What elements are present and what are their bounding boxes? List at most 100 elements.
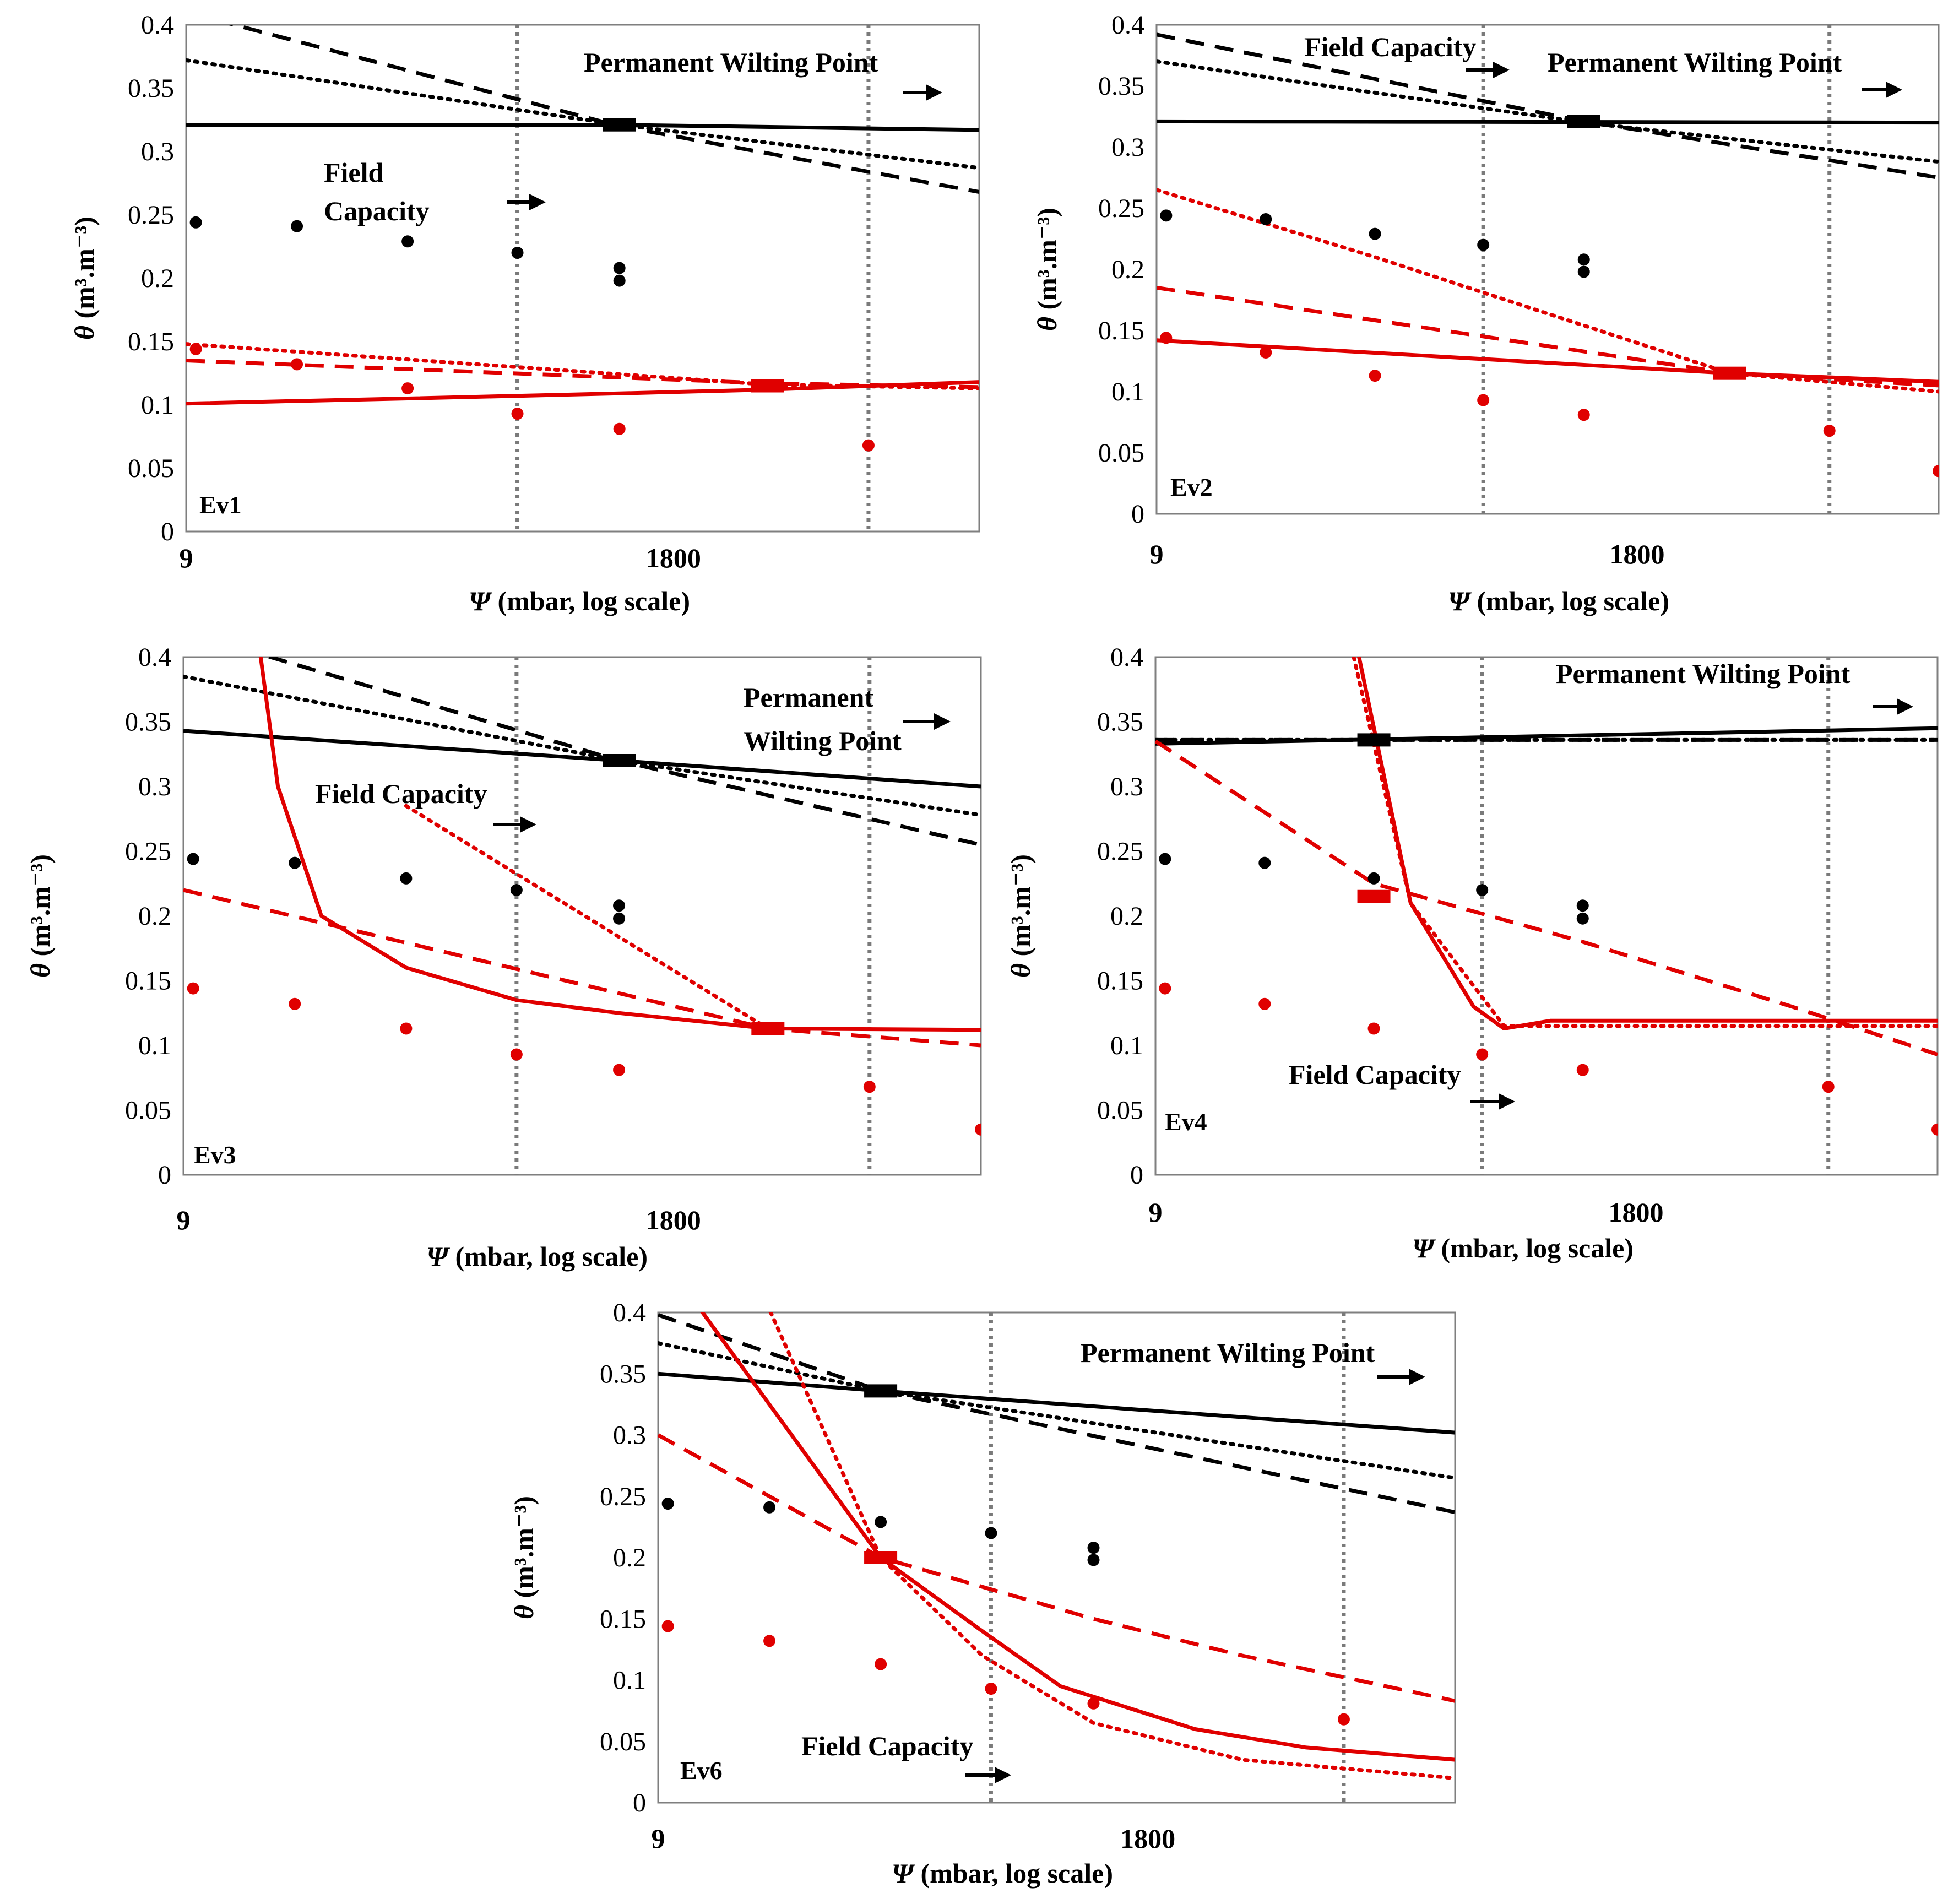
series-group [183, 657, 981, 1136]
red-observed-point [1933, 465, 1939, 478]
y-tick-label: 0.25 [128, 200, 174, 230]
black-observed-point [510, 884, 523, 896]
y-axis-label: θ (m³.m⁻³) [508, 1496, 539, 1619]
plot-area [1154, 656, 1939, 1176]
y-tick-label: 0.3 [141, 137, 174, 166]
y-tick-label: 0.4 [138, 643, 171, 672]
y-tick-label: 0.05 [1098, 438, 1144, 468]
x-tick-label: 9 [1150, 539, 1164, 569]
black-observed-point [1087, 1554, 1100, 1566]
series-group [658, 1312, 1455, 1780]
red-observed-point [1822, 1081, 1835, 1093]
black-fitted-marker [1567, 115, 1600, 128]
y-tick-label: 0.35 [1097, 708, 1143, 737]
permanent-wilting-point-label: Wilting Point [744, 725, 902, 756]
x-tick-label: 1800 [1120, 1823, 1175, 1854]
y-tick-label: 0 [633, 1788, 646, 1818]
red-observed-point [1260, 346, 1272, 359]
y-tick-label: 0.05 [125, 1096, 171, 1125]
black-fitted-marker [864, 1384, 898, 1398]
x-axis-label: Ψ (mbar, log scale) [1448, 585, 1669, 616]
y-tick-label: 0.15 [1097, 967, 1143, 996]
black-fitted-marker [603, 754, 636, 767]
panel-label: Ev4 [1165, 1108, 1207, 1136]
black-solid-series-line [1157, 119, 1939, 125]
black-observed-point [1367, 872, 1380, 885]
x-axis-label: Ψ (mbar, log scale) [892, 1858, 1113, 1889]
black-observed-point [613, 274, 626, 287]
y-tick-label: 0.05 [1097, 1096, 1143, 1125]
x-tick-label: 1800 [646, 543, 701, 573]
y-tick-label: 0 [161, 517, 174, 546]
black-observed-point [1159, 853, 1171, 865]
x-axis-symbol: Ψ [892, 1858, 916, 1889]
y-tick-label: 0.3 [1111, 133, 1144, 162]
panel-label: Ev6 [680, 1756, 723, 1784]
red-observed-point [1160, 332, 1173, 344]
y-tick-label: 0.15 [128, 327, 174, 356]
x-axis-text: (mbar, log scale) [914, 1858, 1113, 1889]
red-observed-point [511, 408, 524, 420]
permanent-wilting-point-label: Permanent Wilting Point [1556, 658, 1851, 689]
field-capacity-label: Field Capacity [1304, 31, 1476, 62]
y-tick-label: 0.15 [125, 967, 171, 996]
red-observed-point [613, 422, 626, 435]
x-tick-label: 9 [180, 543, 193, 573]
y-axis-text: (m³.m⁻³) [508, 1496, 539, 1605]
red-observed-point [1577, 409, 1590, 421]
red-observed-point [985, 1683, 997, 1695]
black-observed-point [1476, 884, 1489, 896]
black-observed-point [511, 247, 524, 259]
x-axis-text: (mbar, log scale) [448, 1241, 648, 1272]
red-fitted-marker [1713, 366, 1746, 380]
black-observed-point [613, 912, 626, 925]
y-tick-label: 0.1 [1111, 377, 1144, 406]
y-tick-label: 0.1 [613, 1666, 646, 1695]
red-dotted-series-line [1352, 657, 1938, 1028]
field-capacity-label: Field Capacity [801, 1731, 973, 1761]
y-tick-label: 0.2 [1110, 902, 1143, 931]
black-fitted-marker [603, 118, 636, 132]
panel-label: Ev1 [199, 491, 242, 519]
y-tick-label: 0 [1130, 1160, 1143, 1190]
x-axis-label: Ψ (mbar, log scale) [469, 585, 690, 616]
y-tick-label: 0.1 [1110, 1031, 1143, 1060]
black-observed-point [289, 856, 301, 869]
black-observed-point [291, 220, 303, 232]
red-observed-point [1477, 394, 1490, 406]
y-tick-label: 0.1 [138, 1031, 171, 1060]
black-observed-point [1258, 856, 1271, 869]
x-axis-text: (mbar, log scale) [491, 585, 690, 616]
y-axis-label: θ (m³.m⁻³) [69, 216, 100, 340]
red-dotted-series-line [404, 804, 770, 1030]
red-fitted-marker [751, 1022, 785, 1035]
y-tick-label: 0 [158, 1160, 171, 1190]
y-tick-label: 0.35 [600, 1359, 646, 1388]
y-tick-label: 0.1 [141, 390, 174, 420]
x-axis-symbol: Ψ [426, 1241, 451, 1272]
x-axis-label: Ψ (mbar, log scale) [426, 1241, 648, 1272]
series-group [1157, 32, 1939, 478]
permanent-wilting-point-label: Permanent Wilting Point [1081, 1337, 1375, 1368]
black-observed-point [187, 853, 199, 865]
y-tick-label: 0.05 [600, 1727, 646, 1756]
y-axis-label: θ (m³.m⁻³) [1032, 208, 1062, 331]
y-axis-symbol: θ [1032, 317, 1062, 331]
red-observed-point [1823, 425, 1836, 437]
black-observed-point [189, 216, 202, 229]
x-tick-label: 9 [177, 1205, 191, 1235]
panel-label: Ev3 [194, 1141, 236, 1169]
permanent-wilting-point-label: Permanent [744, 682, 873, 713]
red-observed-point [401, 382, 414, 395]
y-tick-label: 0.35 [128, 74, 174, 103]
y-tick-label: 0.15 [1098, 316, 1144, 345]
y-tick-label: 0.15 [600, 1604, 646, 1634]
x-tick-label: 1800 [1610, 539, 1665, 569]
black-fitted-marker [1357, 733, 1391, 747]
y-tick-label: 0.25 [125, 837, 171, 866]
black-observed-point [1576, 912, 1589, 925]
red-solid-series-line [258, 657, 981, 1032]
red-observed-point [863, 1081, 876, 1093]
y-axis-symbol: θ [69, 326, 100, 340]
